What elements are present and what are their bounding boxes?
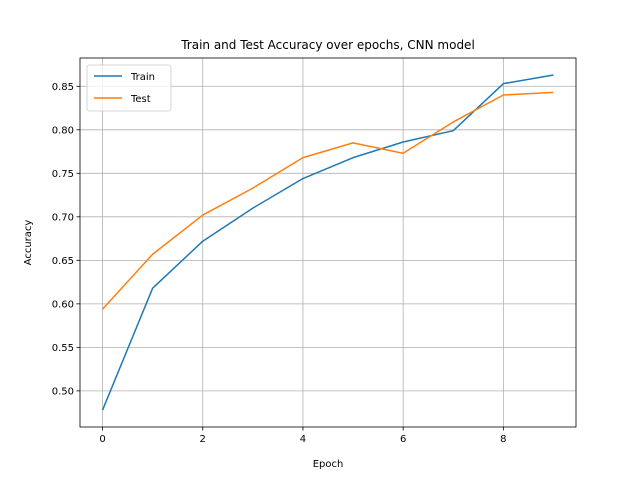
y-tick-label: 0.60 xyxy=(52,299,74,310)
y-tick-label: 0.70 xyxy=(52,212,74,223)
x-tick-label: 8 xyxy=(500,434,506,445)
y-axis-label: Accuracy xyxy=(23,220,34,266)
x-tick-label: 4 xyxy=(300,434,306,445)
series-line-train xyxy=(101,74,554,411)
grid-lines xyxy=(80,58,576,427)
axis-ticks: 0 2 4 6 8 0.50 0.55 0.60 0.65 0.70 0.75 0.80 0.85 xyxy=(52,82,507,445)
plot-frame xyxy=(79,57,577,428)
legend-box xyxy=(86,64,172,112)
x-axis-label: Epoch xyxy=(313,459,344,470)
x-tick-label: 0 xyxy=(99,434,105,445)
y-tick-label: 0.55 xyxy=(52,343,74,354)
y-tick-label: 0.85 xyxy=(52,82,74,93)
y-tick-label: 0.65 xyxy=(52,256,74,267)
legend: Train Test xyxy=(86,64,172,112)
series-line-test xyxy=(101,91,554,310)
series-lines xyxy=(101,74,554,411)
y-tick-label: 0.50 xyxy=(52,386,74,397)
x-tick-label: 6 xyxy=(400,434,406,445)
legend-label-test: Test xyxy=(130,94,151,105)
y-tick-label: 0.80 xyxy=(52,125,74,136)
plot-area xyxy=(80,58,576,427)
legend-label-train: Train xyxy=(130,72,155,83)
x-tick-label: 2 xyxy=(200,434,206,445)
chart-title: Train and Test Accuracy over epochs, CNN… xyxy=(180,38,475,52)
y-tick-label: 0.75 xyxy=(52,169,74,180)
